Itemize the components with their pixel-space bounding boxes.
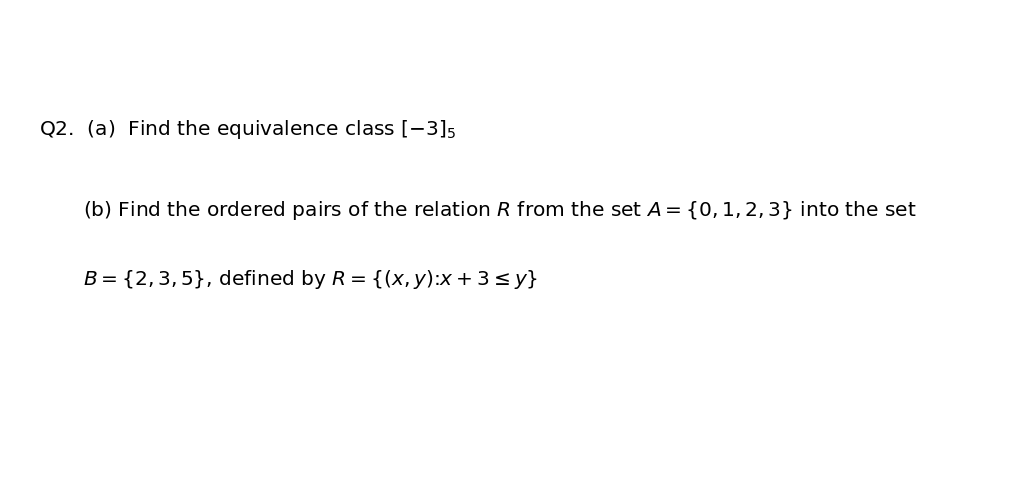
Text: Q2.  (a)  Find the equivalence class $[-3]_5$: Q2. (a) Find the equivalence class $[-3]… bbox=[39, 118, 456, 141]
Text: (b) Find the ordered pairs of the relation $R$ from the set $A = \{0, 1,2, 3\}$ : (b) Find the ordered pairs of the relati… bbox=[83, 199, 917, 222]
Text: $B = \{2,3,5\}$, defined by $R = \{(x, y)\colon x + 3 \leq y\}$: $B = \{2,3,5\}$, defined by $R = \{(x, y… bbox=[83, 268, 538, 291]
